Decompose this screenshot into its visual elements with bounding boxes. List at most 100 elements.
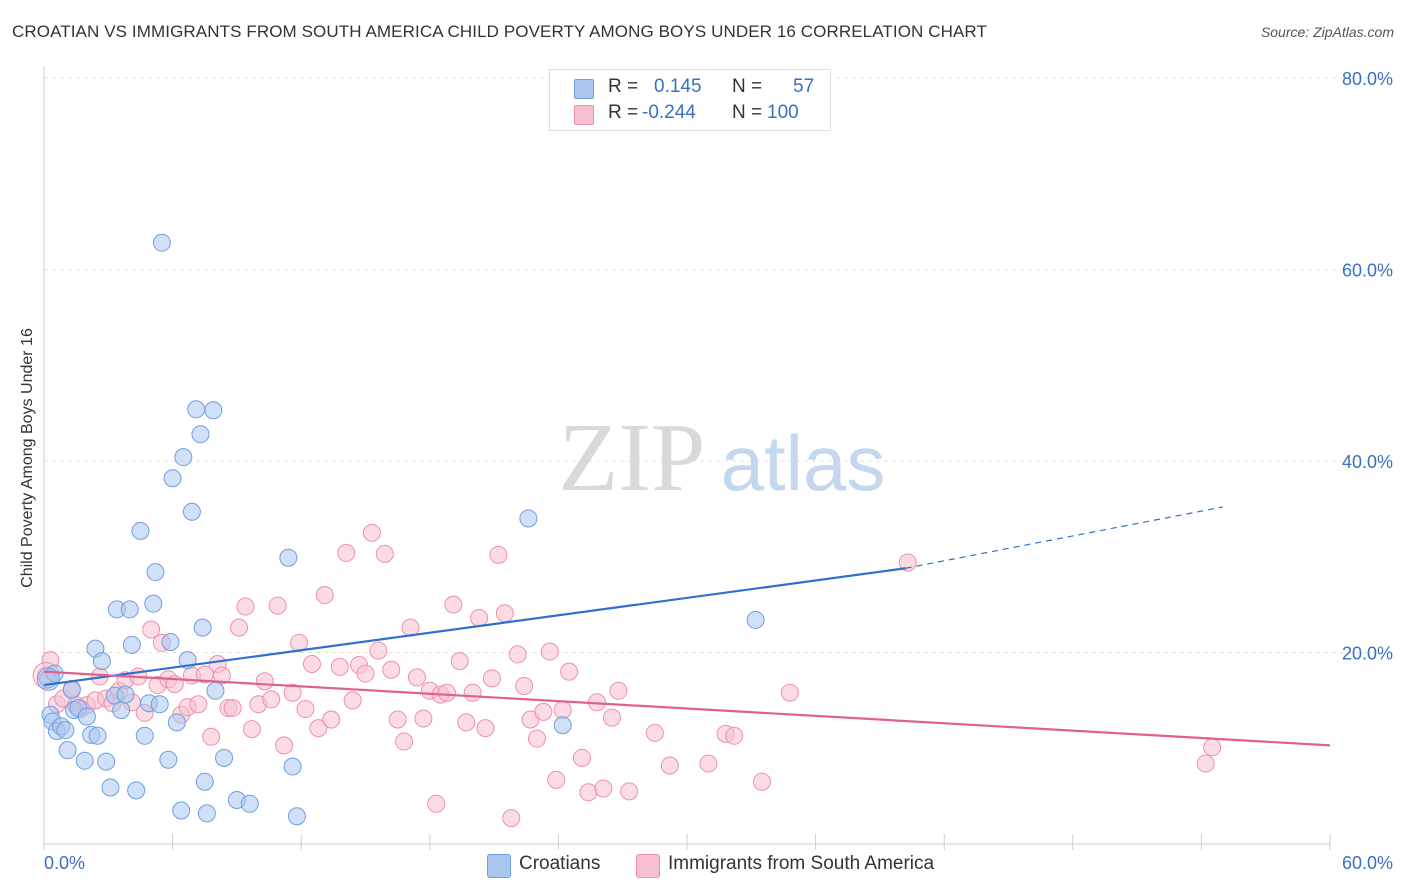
y-tick-label: 20.0% (1342, 644, 1393, 664)
croatians-point (62, 680, 81, 699)
immigrants-point (699, 754, 718, 773)
immigrants-point (725, 726, 744, 745)
bottom-legend-label-immigrants: Immigrants from South America (668, 853, 935, 874)
immigrants-point (508, 645, 527, 664)
watermark: ZIP atlas (559, 404, 886, 512)
immigrants-point (495, 604, 514, 623)
immigrants-point (437, 683, 456, 702)
croatians-point (191, 425, 210, 444)
croatians-point (97, 752, 116, 771)
immigrants-point (609, 681, 628, 700)
immigrants-point (594, 779, 613, 798)
croatians-point (56, 721, 75, 740)
immigrants-point (255, 672, 274, 691)
croatians-point (127, 781, 146, 800)
immigrants-point (407, 668, 426, 687)
immigrants-point (620, 782, 639, 801)
immigrants-point (540, 642, 559, 661)
legend-r-label: R = (608, 102, 639, 123)
croatians-point (135, 726, 154, 745)
immigrants-point (515, 677, 534, 696)
trend-lines (43, 506, 1331, 747)
croatians-point (58, 741, 77, 760)
croatians-point (215, 748, 234, 767)
immigrants-point (337, 543, 356, 562)
tick-labels: 20.0% 40.0% 60.0% 80.0% 0.0% 60.0% (44, 69, 1393, 873)
immigrants-point (489, 545, 508, 564)
immigrants-point (330, 657, 349, 676)
croatians-point (131, 521, 150, 540)
croatians-point (519, 509, 538, 528)
immigrants-point (1196, 754, 1215, 773)
croatians-point (193, 618, 212, 637)
immigrants-point (322, 710, 341, 729)
legend-swatch-immigrants (574, 105, 594, 125)
croatians-point (122, 635, 141, 654)
croatians-point (172, 801, 191, 820)
immigrants-point (476, 719, 495, 738)
immigrants-point (302, 654, 321, 673)
croatians-point (746, 610, 765, 629)
legend-n-value: 57 (793, 76, 815, 97)
croatians-point (112, 700, 131, 719)
bottom-legend-label-croatians: Croatians (519, 853, 601, 874)
bottom-legend-swatch-croatians (487, 854, 511, 878)
croatians-point (283, 757, 302, 776)
immigrants-point (189, 695, 208, 714)
immigrants-point (223, 699, 242, 718)
immigrants-point (388, 710, 407, 729)
y-tick-label: 60.0% (1342, 261, 1393, 281)
source-credit: Source: ZipAtlas.com (1260, 24, 1394, 40)
y-tick-label: 40.0% (1342, 452, 1393, 472)
immigrants-point (369, 641, 388, 660)
croatians-point (150, 695, 169, 714)
immigrants-point (780, 683, 799, 702)
croatians-point (88, 726, 107, 745)
immigrants-point (1203, 738, 1222, 757)
croatians-point (163, 469, 182, 488)
croatians-point (120, 600, 139, 619)
croatians-points (36, 233, 765, 826)
croatians-point (161, 632, 180, 651)
immigrants-point (450, 652, 469, 671)
croatians-point (553, 716, 572, 735)
immigrants-point (242, 720, 261, 739)
immigrants-point (502, 809, 521, 828)
immigrants-point (275, 736, 294, 755)
immigrants-point (268, 596, 287, 615)
immigrants-point (315, 586, 334, 605)
croatians-point (204, 401, 223, 420)
immigrants-point (898, 553, 917, 572)
croatians-point (197, 804, 216, 823)
legend-r-label: R = (608, 76, 639, 97)
immigrants-point (296, 699, 315, 718)
croatians-point (75, 751, 94, 770)
croatians-point (146, 563, 165, 582)
croatians-point (195, 772, 214, 791)
immigrants-point (212, 666, 231, 685)
croatians-point (279, 548, 298, 567)
croatians-point (92, 652, 111, 671)
legend-n-value: 100 (767, 102, 799, 123)
croatians-point (240, 794, 259, 813)
croatians-point (159, 750, 178, 769)
immigrants-point (470, 609, 489, 628)
immigrants-point (444, 595, 463, 614)
immigrants-point (527, 729, 546, 748)
immigrants-point (572, 748, 591, 767)
immigrants-point (343, 691, 362, 710)
immigrants-point (553, 700, 572, 719)
grid-lines (44, 77, 1392, 653)
watermark-zip: ZIP (559, 404, 706, 512)
croatians-trend-extension (905, 506, 1223, 569)
immigrants-point (660, 756, 679, 775)
immigrants-point (482, 669, 501, 688)
immigrants-point (230, 618, 249, 637)
immigrants-point (547, 770, 566, 789)
croatians-point (287, 807, 306, 826)
croatians-point (167, 713, 186, 732)
croatians-point (101, 778, 120, 797)
x-tick-label-max: 60.0% (1342, 853, 1393, 873)
immigrants-point (202, 727, 221, 746)
